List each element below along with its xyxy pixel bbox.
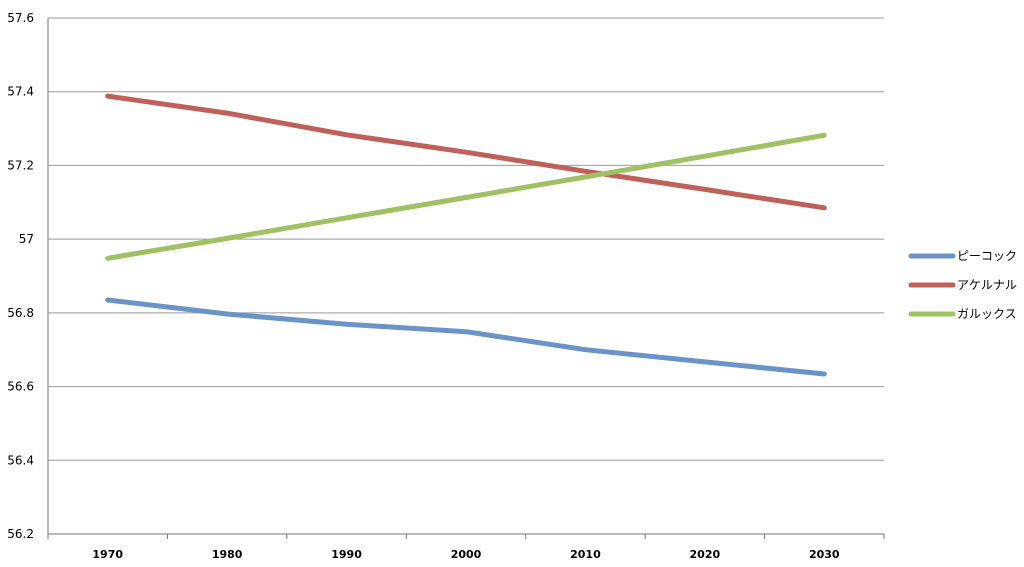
y-tick-label: 57.4 [7, 85, 34, 99]
y-tick-label: 56.6 [7, 380, 34, 394]
legend-label-1: アケルナル [957, 278, 1017, 292]
y-tick-label: 57.6 [7, 11, 34, 25]
legend-label-0: ピーコック [957, 249, 1017, 263]
axes [47, 18, 885, 539]
x-tick-label: 1990 [331, 548, 362, 561]
y-tick-label: 57.2 [7, 158, 34, 172]
y-tick-label: 57 [19, 232, 34, 246]
series-line-0 [105, 297, 827, 377]
x-tick-label: 1980 [212, 548, 243, 561]
gridlines [48, 17, 884, 535]
x-tick-label: 2020 [690, 548, 721, 561]
y-tick-label: 56.2 [7, 527, 34, 541]
x-tick-label: 2030 [809, 548, 840, 561]
series-lines [105, 93, 827, 377]
y-axis-ticks: 56.2 56.4 56.6 56.8 57 57.2 57.4 57.6 [7, 11, 34, 541]
x-tick-label: 2010 [570, 548, 601, 561]
x-tick-label: 1970 [92, 548, 123, 561]
y-tick-label: 56.4 [7, 453, 34, 467]
x-tick-label: 2000 [451, 548, 482, 561]
x-axis-ticks: 1970 1980 1990 2000 2010 2020 2030 [92, 548, 840, 561]
y-tick-label: 56.8 [7, 306, 34, 320]
legend-label-2: ガルックス [957, 307, 1017, 321]
